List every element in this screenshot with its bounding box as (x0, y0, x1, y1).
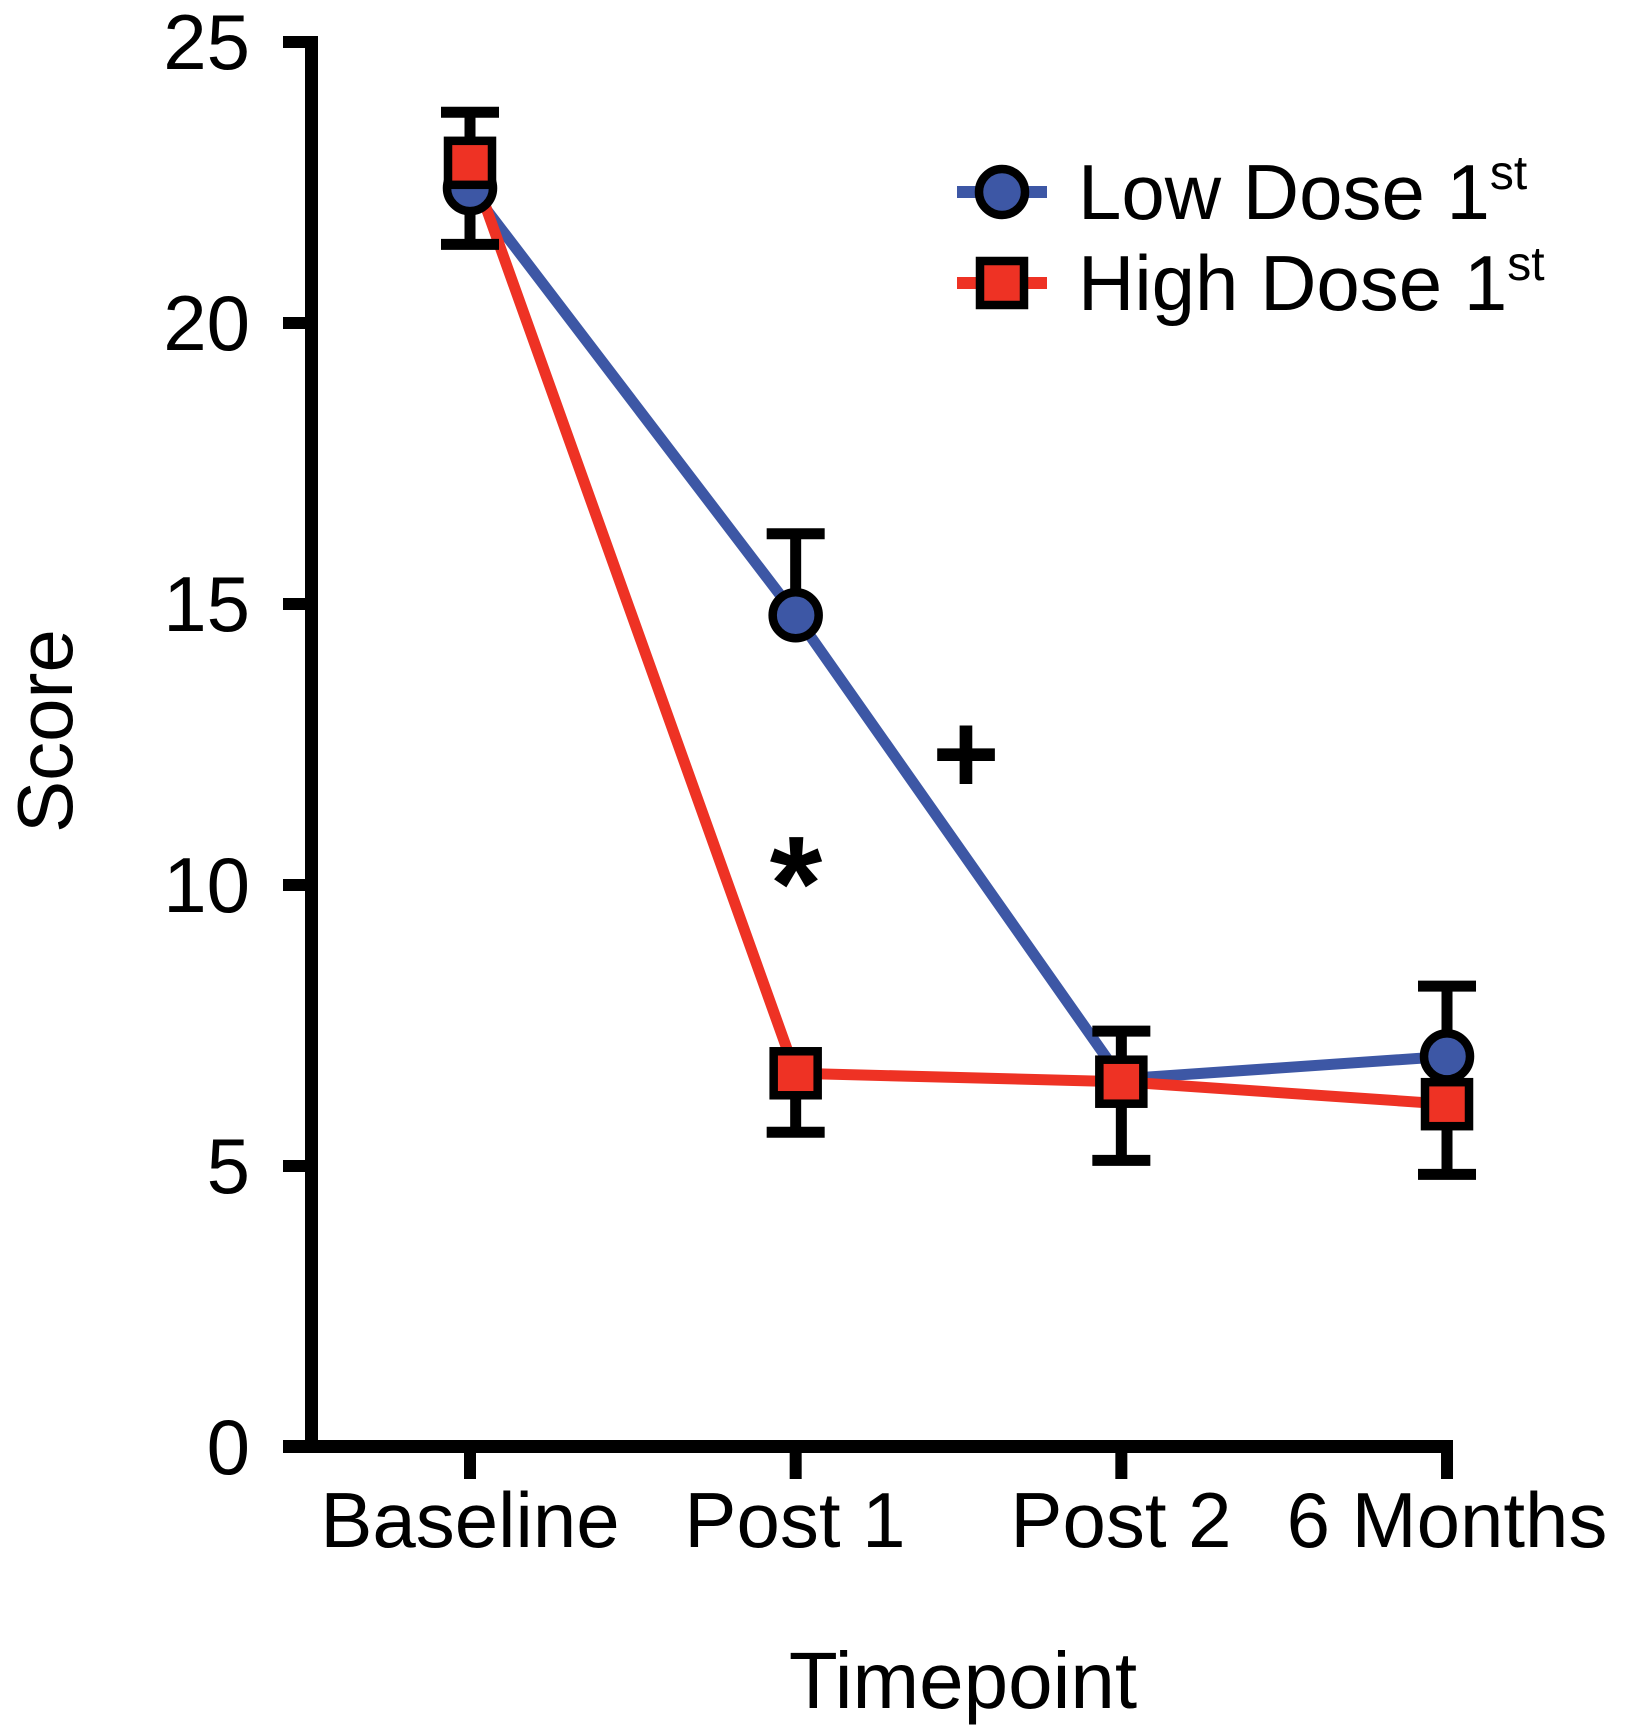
series-line-high-dose-1st (464, 160, 1448, 1110)
y-tick-label: 10 (163, 841, 250, 929)
series-line-low-dose-1st (465, 184, 1448, 1085)
x-tick-label: Baseline (320, 1476, 620, 1564)
legend-label: Low Dose 1 (1078, 148, 1490, 236)
marker-circle-low-dose-1st (1419, 1029, 1475, 1084)
y-tick-label: 20 (163, 279, 250, 367)
x-tick-label: Post 1 (684, 1476, 906, 1564)
y-tick-label: 0 (206, 1403, 250, 1491)
marker-square-high-dose-1st (1420, 1077, 1474, 1131)
marker-circle-low-dose-1st (768, 587, 823, 643)
y-axis-title: Score (1, 629, 89, 833)
legend-label-superscript: st (1489, 147, 1528, 200)
marker-square-legend (975, 256, 1029, 310)
marker-square-high-dose-1st (1095, 1055, 1148, 1108)
x-tick-label: 6 Months (1286, 1476, 1608, 1564)
significance-plus: + (932, 689, 1000, 818)
y-tick-label: 25 (163, 0, 250, 86)
legend-label-superscript: st (1507, 238, 1545, 291)
marker-square-high-dose-1st (769, 1047, 822, 1100)
y-tick-label: 5 (206, 1122, 250, 1210)
marker-square-high-dose-1st (443, 136, 497, 190)
legend-entry-high-dose: High Dose 1st (1078, 238, 1545, 328)
marker-circle-legend (974, 164, 1030, 220)
x-tick-label: Post 2 (1010, 1476, 1232, 1564)
legend-entry-low-dose: Low Dose 1st (1078, 147, 1527, 237)
significance-asterisk: * (769, 807, 823, 959)
y-tick-label: 15 (163, 560, 250, 648)
legend-label: High Dose 1 (1078, 239, 1508, 327)
x-axis-title: Timepoint (788, 1636, 1138, 1725)
